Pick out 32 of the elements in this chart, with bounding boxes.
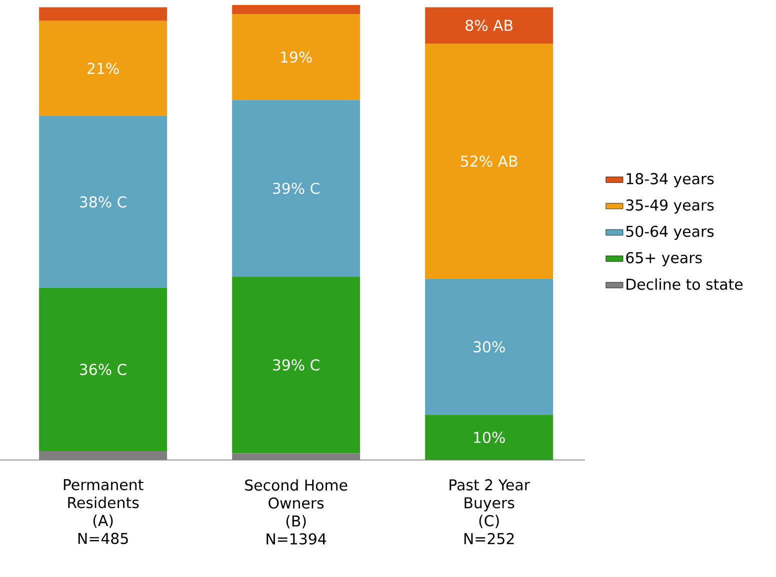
legend-label: 50-64 years (626, 226, 714, 240)
data-label: 30% (474, 341, 505, 352)
data-label: 19% (281, 51, 312, 63)
data-label: 52% AB (461, 156, 518, 167)
bar (425, 414, 554, 460)
x-tick-label: Permanent Residents (A) N=485 (64, 479, 144, 544)
bar (39, 288, 168, 451)
bar (232, 4, 360, 14)
bar (232, 453, 360, 460)
bar (232, 14, 360, 100)
bar (425, 7, 554, 44)
data-label: 8% AB (466, 20, 512, 32)
bar (39, 450, 168, 460)
legend-label: 35-49 years (626, 199, 714, 214)
bar (425, 278, 554, 415)
bar (425, 43, 554, 279)
data-label: 39% C (273, 182, 320, 194)
data-label: 38% C (80, 196, 126, 208)
legend-label: Decline to state (626, 278, 743, 290)
bar (39, 116, 168, 288)
bar (232, 276, 360, 454)
x-tick-label: Past 2 Year Buyers (C) N=252 (450, 479, 530, 544)
data-label: 36% C (80, 364, 126, 376)
data-label: 10% (474, 432, 505, 444)
x-tick-label: Second Home Owners (B) N=1394 (245, 479, 348, 545)
data-label: 39% C (273, 359, 320, 371)
bar (39, 20, 168, 116)
legend-label: 65+ years (626, 252, 702, 266)
bar (39, 7, 168, 21)
legend-label: 18-34 years (626, 173, 714, 188)
bar (232, 100, 360, 277)
data-label: 21% (88, 62, 119, 74)
